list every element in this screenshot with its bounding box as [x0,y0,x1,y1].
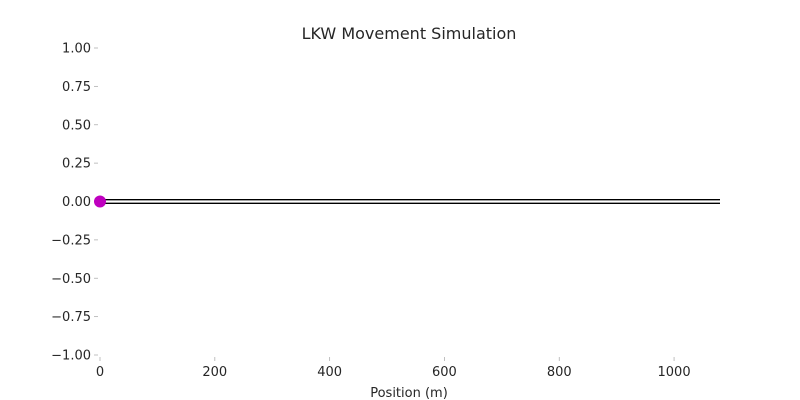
plot-area [94,195,720,208]
x-tick-label: 0 [96,365,104,380]
y-axis: 1.00 0.75 0.50 0.25 0.00 −0.25 −0.50 −0.75 −1.00 [51,42,98,364]
y-tick-label: −1.00 [51,349,91,364]
x-tick-label: 200 [202,365,227,380]
x-axis-label: Position (m) [370,386,448,400]
y-tick-label: 0.25 [62,157,91,172]
x-tick-label: 1000 [658,365,691,380]
y-tick-label: −0.50 [51,272,91,287]
y-tick-label: 1.00 [62,42,91,57]
x-tick-label: 800 [547,365,572,380]
y-tick-label: 0.50 [62,118,91,133]
x-tick-label: 600 [432,365,457,380]
y-tick-label: 0.75 [62,80,91,95]
vehicle-marker [94,195,106,208]
y-tick-label: −0.75 [51,310,91,325]
y-tick-label: 0.00 [62,195,91,210]
x-axis: 0 200 400 600 800 1000 [96,357,691,380]
y-tick-label: −0.25 [51,233,91,248]
chart-title: LKW Movement Simulation [302,24,517,43]
x-tick-label: 400 [317,365,342,380]
